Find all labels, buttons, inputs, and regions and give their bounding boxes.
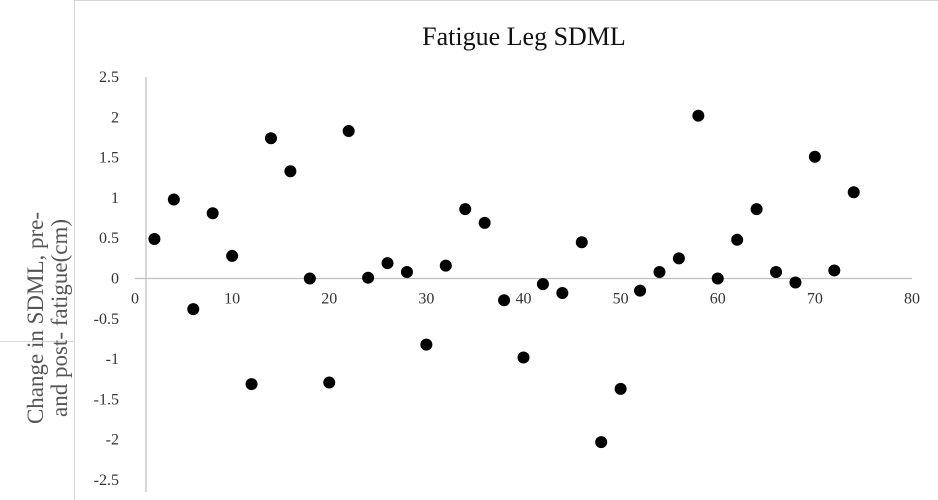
data-point <box>245 378 258 391</box>
data-point <box>731 233 744 246</box>
axes <box>135 77 912 492</box>
y-tick-labels: 2.5 2 1.5 1 0.5 0 -0.5 -1 -1.5 -2 -2.5 <box>94 69 119 489</box>
data-point <box>206 207 219 220</box>
data-point <box>653 266 666 279</box>
x-tick-label: 60 <box>710 291 726 308</box>
data-point <box>770 266 783 279</box>
data-point <box>400 266 413 279</box>
data-point <box>711 272 724 285</box>
data-point <box>692 109 705 122</box>
data-point <box>167 193 180 206</box>
data-point <box>498 294 511 307</box>
data-point <box>381 257 394 270</box>
data-point <box>148 233 161 246</box>
data-point <box>828 264 841 277</box>
x-tick-label: 70 <box>807 291 823 308</box>
data-point <box>575 236 588 249</box>
data-point <box>459 203 472 216</box>
data-points <box>148 109 860 449</box>
data-point <box>439 259 452 272</box>
y-tick-label: 0.5 <box>99 230 119 247</box>
y-tick-label: -1.5 <box>94 391 119 408</box>
data-point <box>264 132 277 145</box>
y-tick-label: -2.5 <box>94 472 119 489</box>
data-point <box>517 351 530 364</box>
x-tick-label: 50 <box>613 291 629 308</box>
y-tick-label: 1 <box>111 190 119 207</box>
data-point <box>556 287 569 300</box>
x-tick-label: 80 <box>904 291 920 308</box>
data-point <box>342 125 355 138</box>
y-tick-label: 2.5 <box>99 69 119 86</box>
x-tick-label: 10 <box>224 291 240 308</box>
y-tick-label: 0 <box>111 271 119 288</box>
data-point <box>672 252 685 265</box>
data-point <box>789 276 802 289</box>
x-tick-label: 20 <box>321 291 337 308</box>
y-tick-label: -1 <box>106 351 119 368</box>
data-point <box>536 278 549 291</box>
y-axis-label-line-2: and post- fatigue(cm) <box>47 219 72 417</box>
chart-title: Fatigue Leg SDML <box>422 22 626 51</box>
y-tick-label: 1.5 <box>99 150 119 167</box>
data-point <box>750 203 763 216</box>
data-point <box>303 272 316 285</box>
data-point <box>323 376 336 389</box>
data-point <box>614 382 627 395</box>
data-point <box>847 186 860 199</box>
x-tick-label: 30 <box>418 291 434 308</box>
chart-frame <box>74 0 938 500</box>
x-tick-labels: 0 10 20 30 40 50 60 70 80 <box>131 291 920 308</box>
data-point <box>478 216 491 229</box>
y-tick-label: -2 <box>106 432 119 449</box>
y-axis-label-line-1: Change in SDML, pre- <box>23 212 48 424</box>
y-tick-label: 2 <box>111 109 119 126</box>
y-tick-label: -0.5 <box>94 311 119 328</box>
data-point <box>808 150 821 163</box>
data-point <box>634 284 647 297</box>
data-point <box>420 338 433 351</box>
data-point <box>595 436 608 449</box>
x-tick-label: 0 <box>131 291 139 308</box>
frame-divider <box>0 341 74 342</box>
data-point <box>362 271 375 284</box>
data-point <box>284 165 297 178</box>
data-point <box>187 303 200 316</box>
x-tick-label: 40 <box>516 291 532 308</box>
data-point <box>226 249 239 262</box>
